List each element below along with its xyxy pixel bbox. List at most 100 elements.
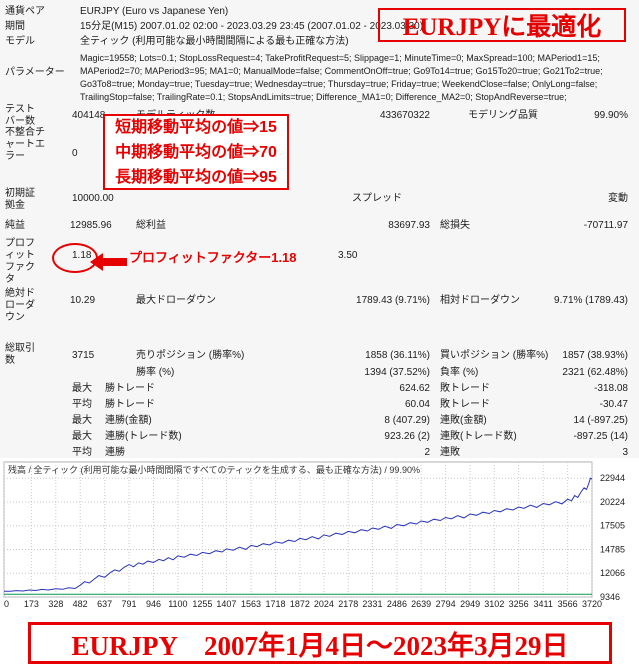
- svg-text:3720: 3720: [582, 599, 602, 609]
- parameters-value: Magic=19558; Lots=0.1; StopLossRequest=4…: [80, 53, 603, 102]
- largest-loss-value: -318.08: [594, 383, 628, 394]
- loss-trades-value: 2321 (62.48%): [562, 367, 628, 378]
- absolute-drawdown-value: 10.29: [70, 295, 96, 306]
- svg-text:3566: 3566: [558, 599, 578, 609]
- svg-text:1407: 1407: [216, 599, 236, 609]
- symbol-label: 通貨ペア: [5, 6, 45, 17]
- total-trades-value: 3715: [72, 350, 95, 361]
- average-win-label: 勝トレード: [105, 399, 155, 410]
- svg-text:482: 482: [73, 599, 88, 609]
- avg-consec-row-label: 平均: [72, 447, 92, 458]
- gross-loss-value: -70711.97: [583, 220, 628, 231]
- gross-profit-label: 総利益: [136, 220, 166, 231]
- date-range-annotation: EURJPY 2007年1月4日～2023年3月29日: [28, 622, 612, 664]
- svg-text:328: 328: [48, 599, 63, 609]
- svg-text:1563: 1563: [241, 599, 261, 609]
- consec-wins-money-label: 連勝(金額): [105, 415, 152, 426]
- maximal-drawdown-value: 1789.43 (9.71%): [356, 295, 430, 306]
- model-label: モデル: [5, 36, 35, 47]
- loss-trades-label: 負率 (%): [440, 367, 479, 378]
- consec-losses-count-label: 連敗(トレード数): [440, 431, 517, 442]
- avg-consec-wins-label: 連勝: [105, 447, 125, 458]
- spread-value: 変動: [608, 193, 628, 204]
- maximal-drawdown-label: 最大ドローダウン: [136, 295, 216, 306]
- average-loss-label: 敗トレード: [440, 399, 490, 410]
- svg-text:22944: 22944: [600, 473, 625, 483]
- ma-mid-line: 中期移動平均の値⇒70: [115, 143, 277, 161]
- relative-drawdown-label: 相対ドローダウン: [440, 295, 520, 306]
- svg-text:173: 173: [24, 599, 39, 609]
- svg-text:2178: 2178: [338, 599, 358, 609]
- svg-text:9346: 9346: [600, 592, 620, 602]
- svg-text:1100: 1100: [168, 599, 187, 609]
- ma-long-line: 長期移動平均の値⇒95: [115, 168, 277, 186]
- gross-profit-value: 83697.93: [388, 220, 430, 231]
- avg-consec-losses-value: 3: [622, 447, 628, 458]
- consec-losses-money-label: 連敗(金額): [440, 415, 487, 426]
- bars-value: 404148: [72, 110, 106, 121]
- svg-text:0: 0: [4, 599, 9, 609]
- largest-loss-label: 敗トレード: [440, 383, 490, 394]
- consec-losses-count-value: -897.25 (14): [573, 431, 628, 442]
- svg-text:637: 637: [97, 599, 112, 609]
- svg-text:2639: 2639: [411, 599, 431, 609]
- profit-trades-label: 勝率 (%): [136, 367, 175, 378]
- profit-trades-value: 1394 (37.52%): [364, 367, 430, 378]
- svg-text:3411: 3411: [533, 599, 552, 609]
- initial-deposit-label: 初期証拠金: [5, 188, 35, 211]
- long-positions-label: 買いポジション (勝率%): [440, 350, 549, 361]
- quality-value: 99.90%: [594, 110, 628, 121]
- largest-win-label: 勝トレード: [105, 383, 155, 394]
- net-profit-label: 純益: [5, 220, 25, 231]
- average-row-label: 平均: [72, 399, 92, 410]
- svg-text:2024: 2024: [314, 599, 334, 609]
- svg-text:791: 791: [122, 599, 137, 609]
- balance-chart: 残高 / 全ティック (利用可能な最小時間間隔ですべてのティックを生成する、最も…: [2, 460, 637, 610]
- svg-text:1255: 1255: [192, 599, 212, 609]
- consec-losses-money-value: 14 (-897.25): [573, 415, 628, 426]
- gross-loss-label: 総損失: [440, 220, 470, 231]
- mismatch-errors-value: 0: [72, 148, 78, 159]
- svg-text:12066: 12066: [600, 568, 625, 578]
- avg-consec-wins-value: 2: [424, 447, 430, 458]
- avg-consec-losses-label: 連敗: [440, 447, 460, 458]
- report-background: [0, 0, 639, 458]
- ma-values-annotation: 短期移動平均の値⇒15 中期移動平均の値⇒70 長期移動平均の値⇒95: [103, 114, 289, 190]
- total-trades-label: 総取引数: [5, 343, 35, 366]
- largest-win-value: 624.62: [399, 383, 430, 394]
- parameters-label: パラメーター: [5, 67, 65, 78]
- long-positions-value: 1857 (38.93%): [562, 350, 628, 361]
- svg-text:20224: 20224: [600, 497, 625, 507]
- period-value: 15分足(M15) 2007.01.02 02:00 - 2023.03.29 …: [80, 21, 424, 32]
- svg-text:946: 946: [146, 599, 161, 609]
- svg-text:2331: 2331: [362, 599, 382, 609]
- consec-wins-count-label: 連勝(トレード数): [105, 431, 182, 442]
- balance-curve-plot: 0 173 328 482 637 791 946 1100 1255 1407 1563 1718 1…: [3, 461, 625, 609]
- ticks-value: 433670322: [379, 110, 430, 121]
- period-label: 期間: [5, 21, 25, 32]
- svg-text:2486: 2486: [387, 599, 407, 609]
- profit-factor-note-annotation: プロフィットファクター1.18: [127, 246, 299, 267]
- svg-text:3102: 3102: [484, 599, 504, 609]
- average-win-value: 60.04: [404, 399, 430, 410]
- consec-wins-count-value: 923.26 (2): [384, 431, 430, 442]
- profit-factor-label: プロフィットファクタ: [5, 238, 35, 285]
- optimized-annotation: EURJPYに最適化: [378, 8, 626, 42]
- relative-drawdown-value: 9.71% (1789.43): [554, 295, 628, 306]
- largest-row-label: 最大: [72, 383, 92, 394]
- bars-label: テストバー数: [5, 104, 35, 127]
- mismatch-errors-label: 不整合チャートエラー: [5, 127, 45, 162]
- consec-wins-money-value: 8 (407.29): [384, 415, 430, 426]
- quality-label: モデリング品質: [468, 110, 538, 121]
- net-profit-value: 12985.96: [70, 220, 112, 231]
- svg-text:1872: 1872: [290, 599, 310, 609]
- model-value: 全ティック (利用可能な最小時間間隔による最も正確な方法): [80, 36, 349, 47]
- svg-text:2794: 2794: [436, 599, 456, 609]
- svg-text:3256: 3256: [509, 599, 529, 609]
- average-loss-value: -30.47: [599, 399, 628, 410]
- symbol-value: EURJPY (Euro vs Japanese Yen): [80, 6, 229, 17]
- arrow-icon: [90, 253, 128, 271]
- svg-text:2949: 2949: [460, 599, 480, 609]
- spread-label: スプレッド: [352, 193, 402, 204]
